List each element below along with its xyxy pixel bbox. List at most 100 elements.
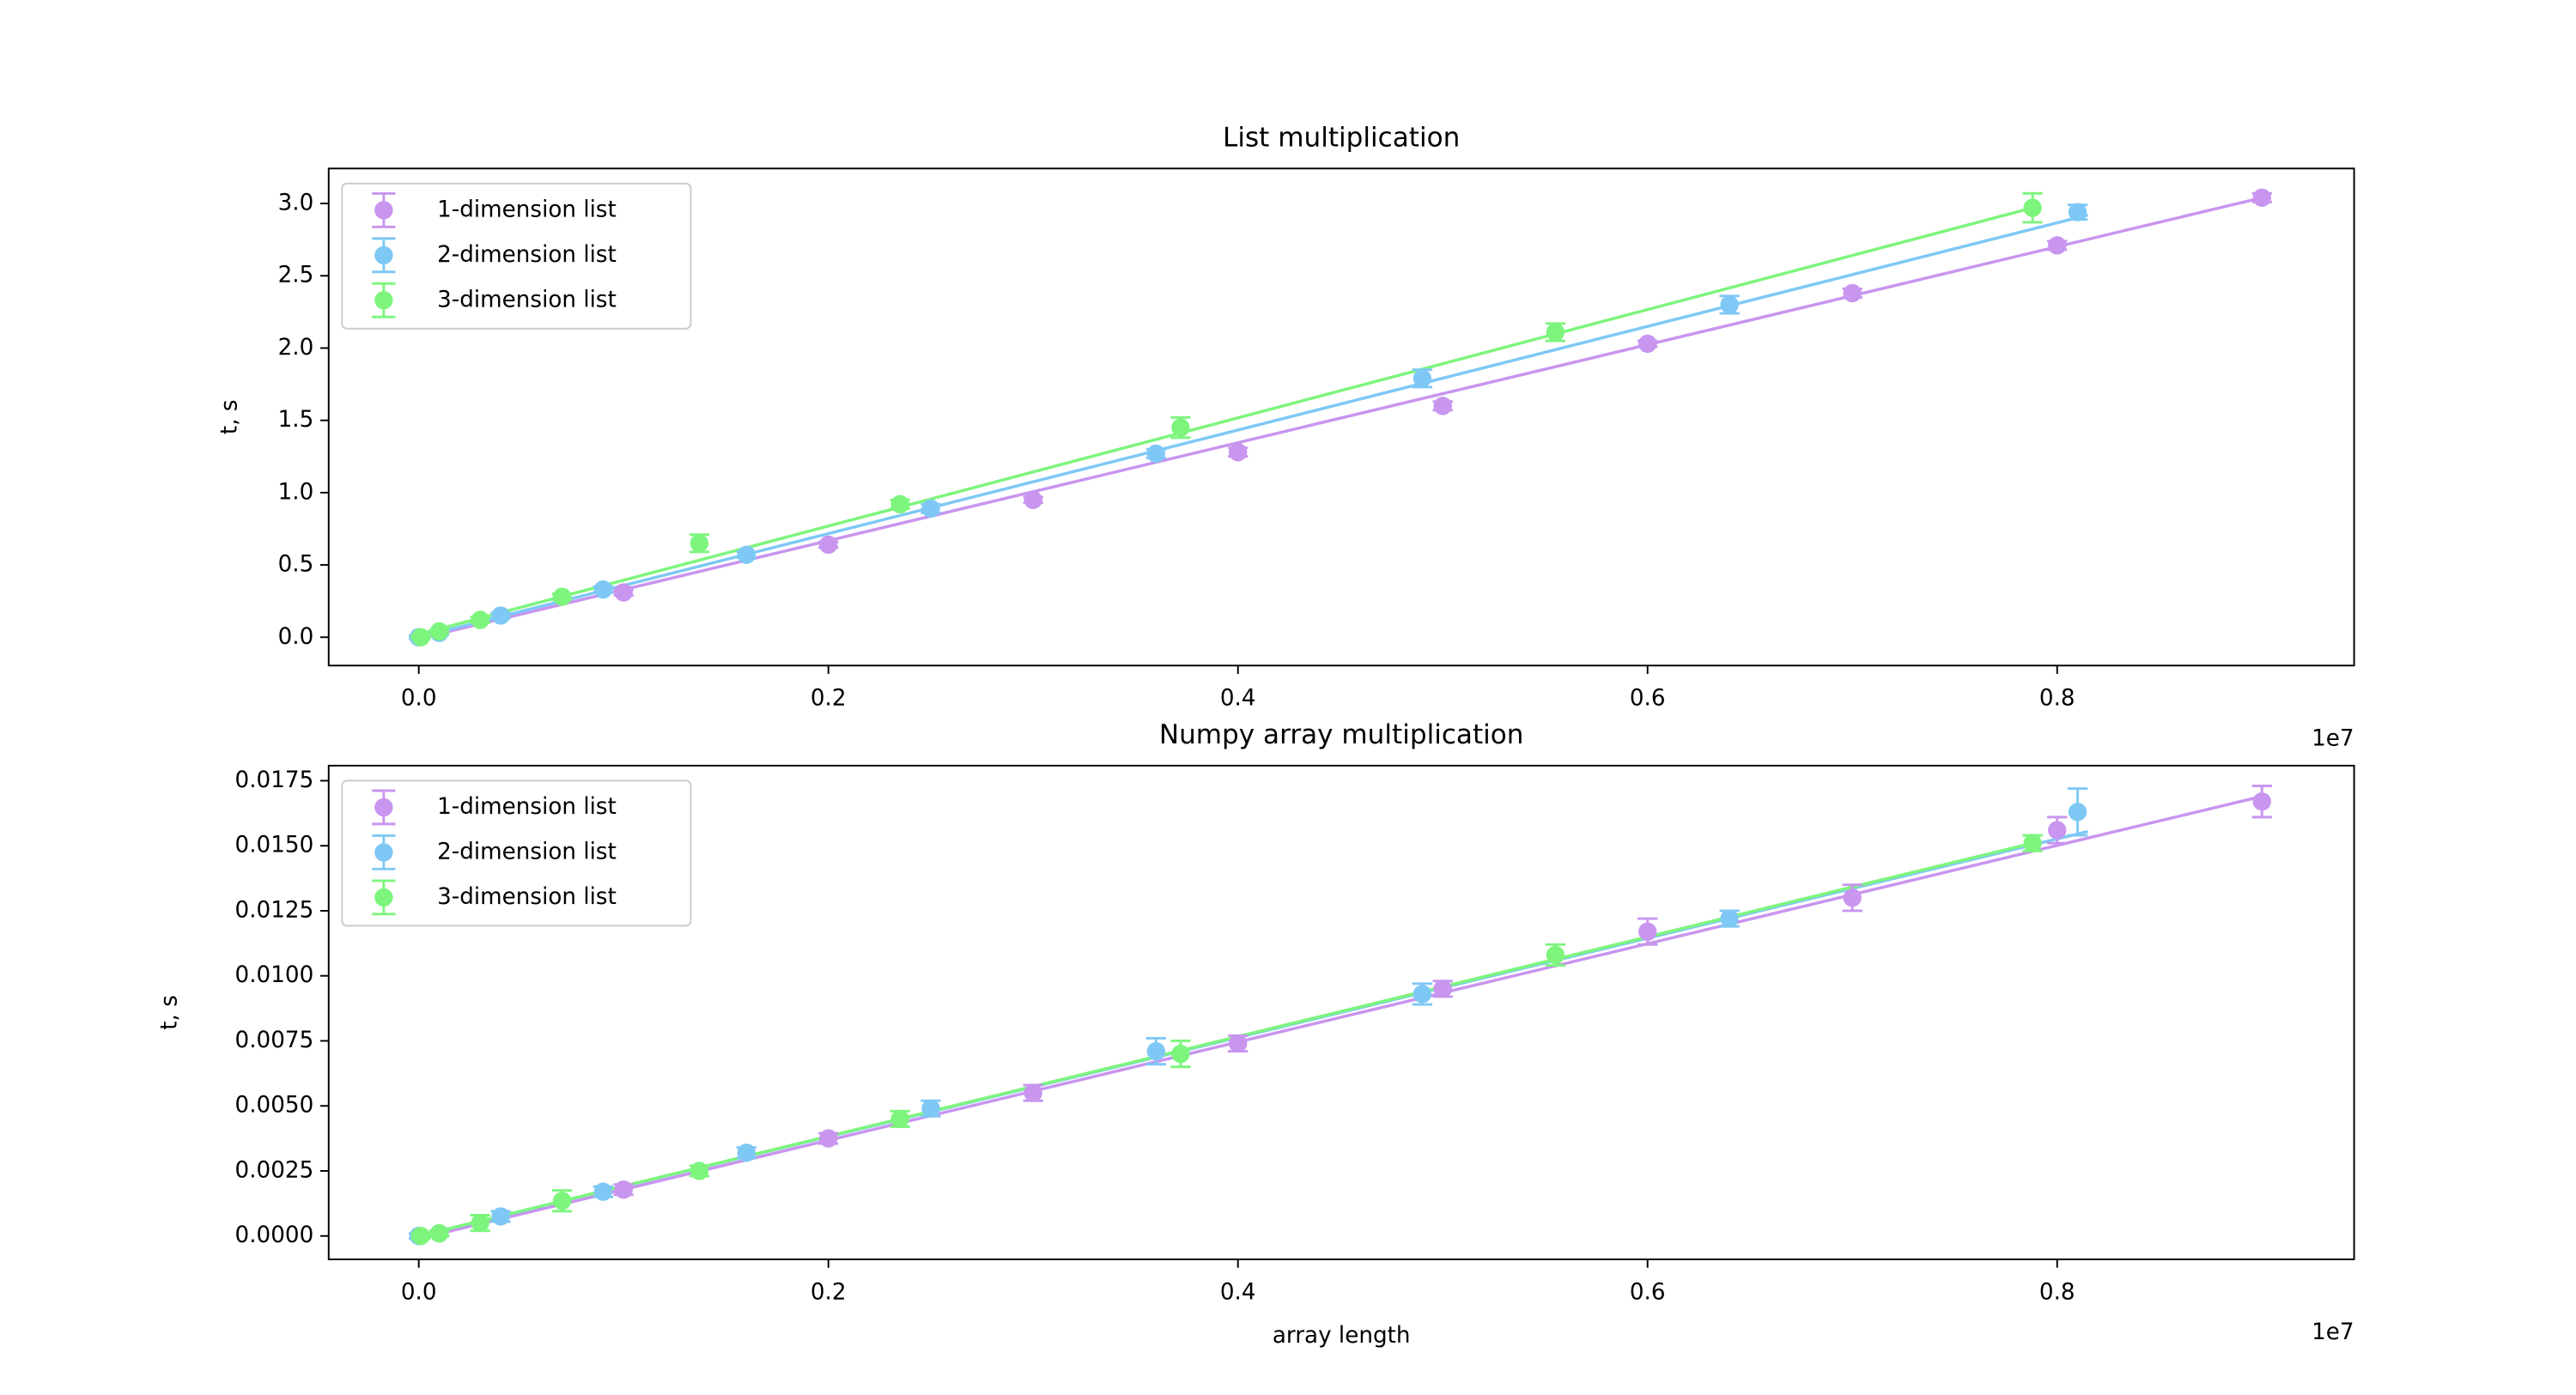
y-tick-label: 1.0 (278, 479, 314, 505)
data-point (1720, 909, 1739, 928)
data-point (890, 494, 909, 514)
data-point (471, 1213, 489, 1233)
y-tick-label: 0.0050 (235, 1093, 314, 1119)
data-point (1843, 889, 1862, 907)
y-tick-label: 0.0125 (235, 897, 314, 923)
y-tick-label: 0.0 (278, 624, 314, 650)
data-point (1146, 444, 1166, 464)
plot-area (409, 188, 2272, 646)
data-point (1413, 369, 1432, 388)
legend-label: 1-dimension list (437, 794, 617, 820)
y-tick-label: 2.0 (278, 335, 314, 361)
y-tick-label: 1.5 (278, 407, 314, 433)
legend-box (341, 779, 692, 927)
y-tick-label: 0.0150 (235, 833, 314, 858)
fit-line (418, 213, 2088, 639)
data-point (1171, 418, 1190, 437)
data-point (1546, 323, 1565, 342)
data-point (411, 1227, 430, 1246)
plot-area (409, 785, 2272, 1246)
data-point (737, 545, 756, 564)
x-tick-label: 0.4 (1220, 686, 1256, 712)
y-tick-label: 3.0 (278, 191, 314, 216)
data-point (1433, 980, 1452, 998)
data-point (1638, 922, 1657, 941)
data-point (429, 1224, 449, 1243)
data-point (471, 610, 489, 629)
y-tick-label: 0.0000 (235, 1222, 314, 1248)
data-point (2252, 792, 2271, 811)
data-point (2023, 834, 2042, 852)
data-point (1433, 397, 1452, 415)
legend-box (341, 182, 692, 330)
fit-line (418, 206, 2033, 636)
data-point (2023, 198, 2042, 217)
chart-title: Numpy array multiplication (1159, 719, 1524, 750)
data-point (1024, 490, 1042, 509)
data-point (552, 587, 572, 606)
data-point (1638, 334, 1657, 354)
chart-title: List multiplication (1223, 122, 1460, 153)
y-axis-label: t, s (157, 995, 183, 1030)
data-point (2068, 803, 2087, 822)
data-point (921, 499, 940, 519)
data-point (1843, 283, 1862, 303)
data-point (1546, 945, 1565, 965)
data-point (1024, 1083, 1042, 1102)
x-tick-label: 0.8 (2039, 686, 2075, 712)
legend-label: 3-dimension list (437, 884, 617, 910)
x-tick-label: 0.2 (811, 1279, 847, 1305)
y-tick-label: 0.0025 (235, 1157, 314, 1183)
data-point (491, 1207, 510, 1226)
x-tick-label: 0.4 (1220, 1279, 1256, 1305)
x-axis-label: array length (1273, 1323, 1411, 1349)
data-point (737, 1143, 756, 1162)
data-point (614, 583, 633, 602)
data-point (1146, 1041, 1166, 1061)
data-point (2068, 203, 2087, 221)
x-tick-label: 0.0 (401, 686, 437, 712)
axes-frame (327, 167, 2355, 667)
data-point (491, 606, 510, 625)
legend-label: 3-dimension list (437, 287, 617, 312)
data-point (411, 628, 430, 646)
legend-icon-point (374, 246, 393, 264)
legend-label: 2-dimension list (437, 242, 617, 268)
data-point (1229, 443, 1248, 462)
data-point (552, 1192, 572, 1210)
data-point (921, 1099, 940, 1118)
data-point (1413, 985, 1432, 1004)
x-tick-label: 0.2 (811, 686, 847, 712)
x-tick-label: 0.8 (2039, 1279, 2075, 1305)
data-point (819, 535, 838, 555)
legend-icon-point (374, 798, 393, 817)
x-tick-label: 0.6 (1630, 1279, 1666, 1305)
y-tick-label: 0.0075 (235, 1028, 314, 1053)
fit-line (418, 794, 2263, 1240)
fit-line (418, 196, 2263, 640)
x-offset-label: 1e7 (2312, 1319, 2354, 1345)
legend-icon-point (374, 291, 393, 310)
y-tick-label: 0.0100 (235, 962, 314, 988)
y-axis-label: t, s (217, 399, 243, 434)
data-point (890, 1109, 909, 1129)
data-point (1171, 1044, 1190, 1064)
axes-frame (327, 764, 2355, 1260)
data-point (1720, 295, 1739, 314)
legend-icon-point (374, 888, 393, 907)
legend-icon-point (374, 201, 393, 220)
x-tick-label: 0.0 (401, 1279, 437, 1305)
data-point (614, 1180, 633, 1199)
legend-icon-point (374, 843, 393, 862)
data-point (1229, 1034, 1248, 1053)
data-point (593, 1182, 613, 1201)
data-point (2252, 188, 2271, 207)
data-point (2048, 236, 2067, 255)
legend-label: 2-dimension list (437, 839, 617, 864)
fit-line (418, 841, 2033, 1238)
data-point (429, 622, 449, 641)
x-tick-label: 0.6 (1630, 686, 1666, 712)
data-point (819, 1129, 838, 1148)
data-point (2048, 821, 2067, 840)
